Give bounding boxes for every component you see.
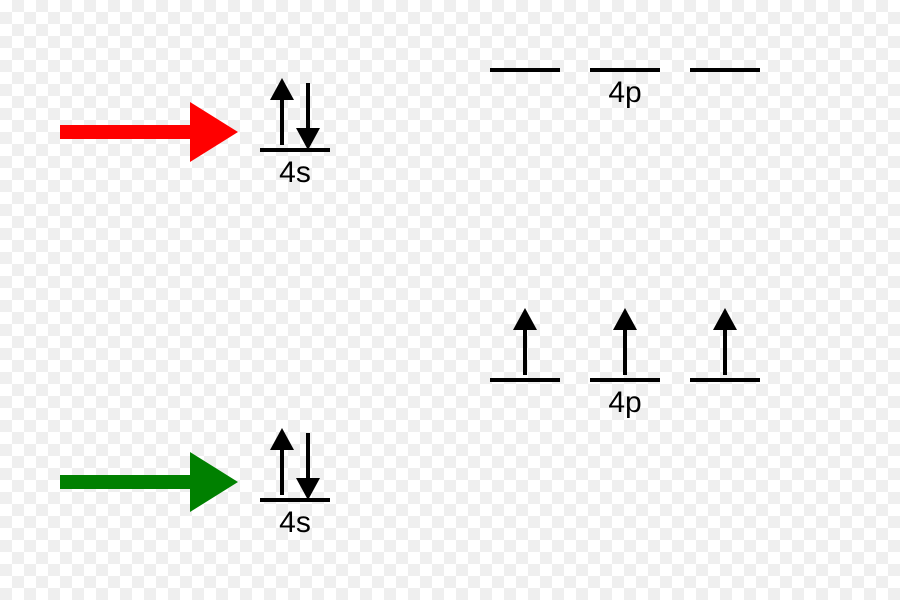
orbital-label-4s-top: 4s	[279, 156, 311, 189]
orbital-4p-bottom-3	[690, 308, 760, 380]
spin-up-icon	[713, 308, 737, 375]
spin-up-icon	[513, 308, 537, 375]
orbital-4p-top-group: 4p	[490, 70, 760, 109]
orbital-label-4p-top: 4p	[608, 76, 641, 109]
spin-down-icon	[296, 433, 320, 500]
spin-up-icon	[270, 428, 294, 495]
orbital-4p-bottom-group: 4p	[490, 308, 760, 419]
spin-down-icon	[296, 83, 320, 150]
orbital-diagram: 4s 4p 4s	[0, 0, 900, 600]
orbital-4s-bottom: 4s	[260, 428, 330, 539]
orbital-label-4p-bottom: 4p	[608, 386, 641, 419]
spin-up-icon	[613, 308, 637, 375]
indicator-arrow-bottom	[60, 452, 238, 512]
spin-up-icon	[270, 78, 294, 145]
orbital-label-4s-bottom: 4s	[279, 506, 311, 539]
orbital-4p-bottom-2	[590, 308, 660, 380]
orbital-4p-bottom-1	[490, 308, 560, 380]
indicator-arrow-top	[60, 102, 238, 162]
orbital-4s-top: 4s	[260, 78, 330, 189]
